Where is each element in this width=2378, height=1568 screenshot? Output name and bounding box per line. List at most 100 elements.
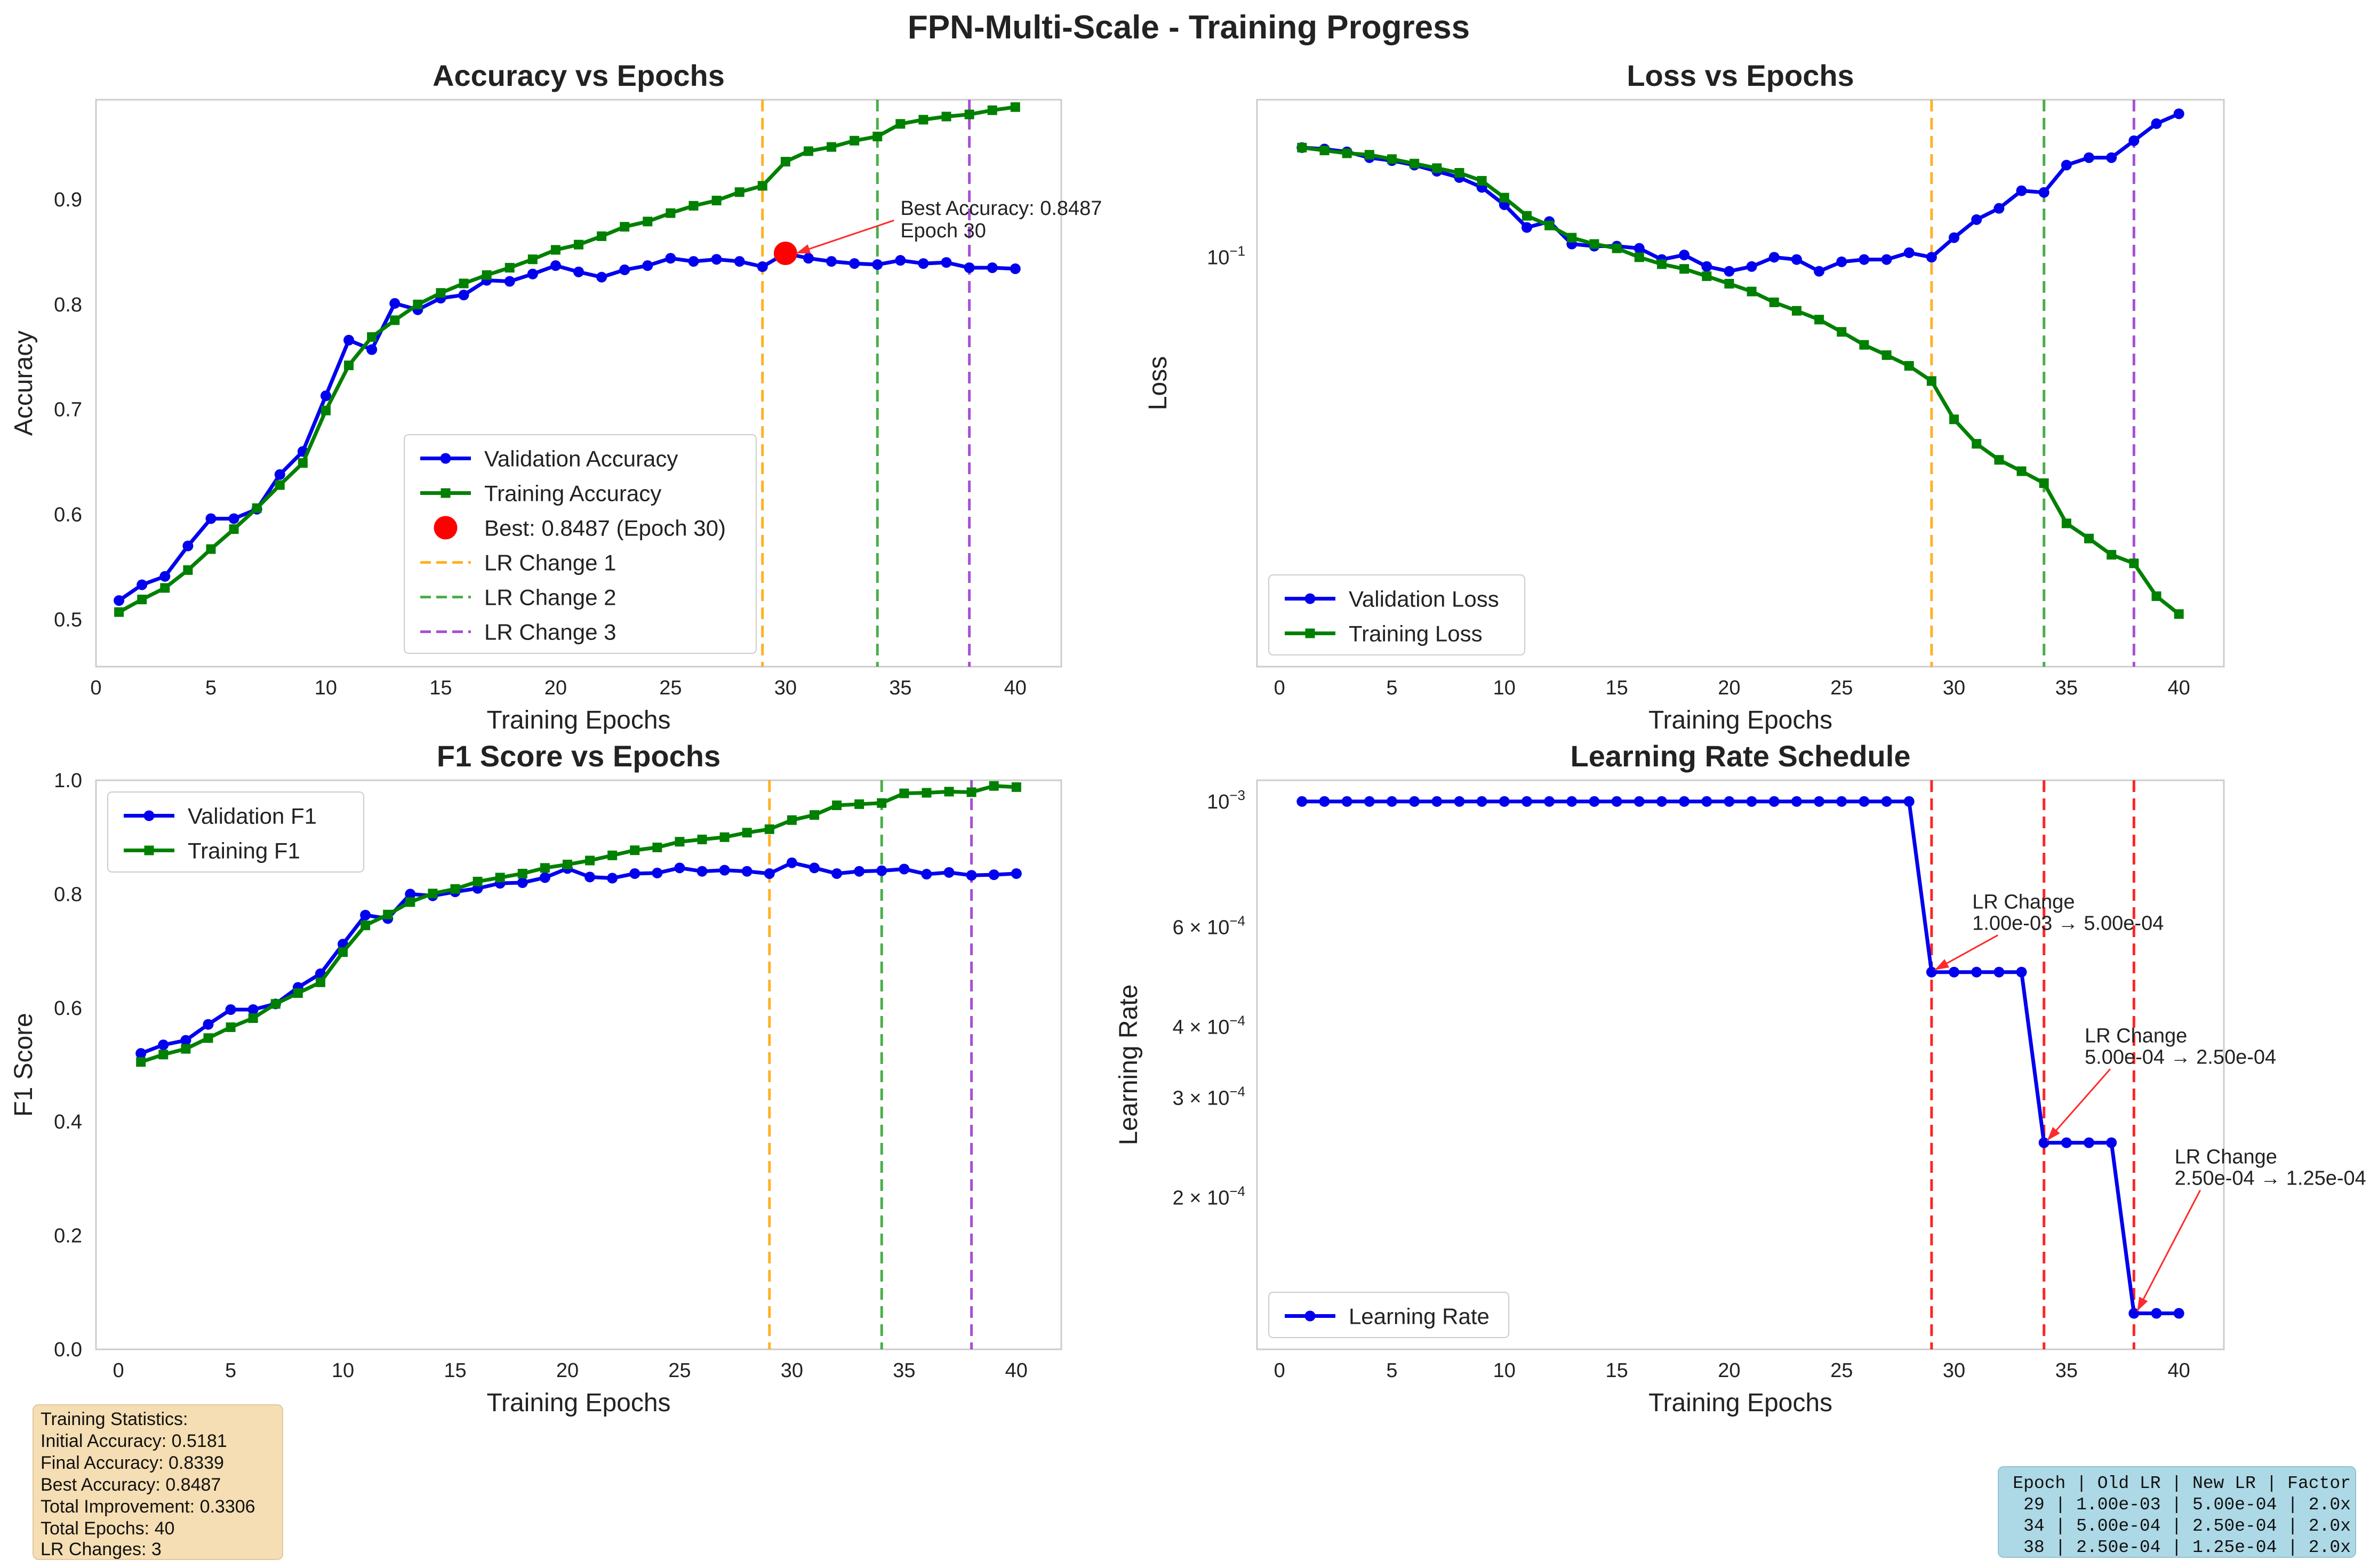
legend-label: Best: 0.8487 (Epoch 30) xyxy=(484,516,726,541)
x-tick-label: 40 xyxy=(1004,677,1027,699)
legend-label: Training Accuracy xyxy=(484,481,661,506)
series-line xyxy=(140,861,1016,1055)
data-point xyxy=(1544,220,1555,230)
data-point xyxy=(1859,254,1870,265)
data-point xyxy=(136,1057,146,1067)
annotation-text: 1.00e-03 → 5.00e-04 xyxy=(1972,912,2164,934)
data-point xyxy=(1011,782,1021,792)
x-tick-label: 15 xyxy=(1605,1359,1628,1382)
data-point xyxy=(1454,796,1465,807)
y-tick-label: 0.8 xyxy=(54,883,82,906)
data-point xyxy=(987,262,998,273)
data-point xyxy=(338,947,348,957)
data-point xyxy=(1499,193,1509,203)
data-point xyxy=(2039,478,2049,488)
data-point xyxy=(226,1022,236,1033)
data-point xyxy=(966,787,976,797)
y-axis-label: Accuracy xyxy=(10,331,38,436)
data-point xyxy=(2016,466,2027,476)
x-tick-label: 25 xyxy=(1830,677,1853,699)
data-point xyxy=(550,260,561,271)
data-point xyxy=(252,503,262,513)
data-point xyxy=(1746,796,1757,807)
legend-label: Training Loss xyxy=(1349,621,1483,646)
data-point xyxy=(643,217,653,227)
stats-line: Total Epochs: 40 xyxy=(41,1518,174,1539)
data-point xyxy=(964,262,975,273)
x-tick-label: 20 xyxy=(545,677,567,699)
legend-label: Validation Accuracy xyxy=(484,446,678,471)
data-point xyxy=(1544,796,1555,807)
series-line xyxy=(1302,799,2179,1316)
data-point xyxy=(550,245,561,255)
data-point xyxy=(459,278,469,289)
data-point xyxy=(1904,361,1914,371)
legend-swatch xyxy=(143,810,155,821)
data-point xyxy=(517,877,528,889)
y-tick-label: 0.5 xyxy=(54,609,82,631)
stats-line: Total Improvement: 0.3306 xyxy=(41,1497,255,1517)
y-tick-label: 3 × 10−4 xyxy=(1173,1083,1245,1109)
data-point xyxy=(741,866,752,877)
data-point xyxy=(527,254,538,265)
best-point-marker xyxy=(773,241,797,265)
chart-title: F1 Score vs Epochs xyxy=(437,739,720,773)
data-point xyxy=(895,119,906,129)
stats-line: LR Changes: 3 xyxy=(41,1539,162,1559)
data-point xyxy=(1589,796,1600,807)
data-point xyxy=(1589,239,1599,249)
data-point xyxy=(1679,250,1690,261)
legend-box xyxy=(404,434,757,654)
data-point xyxy=(941,257,952,268)
data-point xyxy=(620,222,630,232)
data-point xyxy=(1814,796,1825,807)
data-point xyxy=(1656,796,1667,807)
data-point xyxy=(1768,796,1780,807)
data-point xyxy=(1814,266,1825,277)
data-point xyxy=(2106,152,2117,163)
series-line xyxy=(1301,146,2180,616)
data-point xyxy=(540,863,550,873)
data-point xyxy=(203,1019,214,1030)
plot-frame xyxy=(1256,779,2225,1350)
data-point xyxy=(114,595,125,606)
lr-table-header: Epoch | Old LR | New LR | Factor xyxy=(2013,1474,2351,1493)
data-point xyxy=(344,361,354,371)
y-tick-label: 0.9 xyxy=(54,189,82,211)
data-point xyxy=(711,195,722,205)
data-point xyxy=(1634,796,1645,807)
data-point xyxy=(360,909,371,921)
data-point xyxy=(274,469,285,480)
x-tick-label: 0 xyxy=(1274,1359,1285,1382)
x-tick-label: 30 xyxy=(781,1359,803,1382)
data-point xyxy=(183,565,193,575)
data-point xyxy=(428,889,438,899)
data-point xyxy=(298,458,308,468)
x-tick-label: 10 xyxy=(1493,1359,1516,1382)
data-point xyxy=(1993,966,2005,978)
data-point xyxy=(987,105,997,115)
annotation-text: 5.00e-04 → 2.50e-04 xyxy=(2085,1046,2276,1068)
data-point xyxy=(872,259,883,270)
data-point xyxy=(734,187,744,197)
data-point xyxy=(160,583,170,593)
accuracy-chart: 0 5 10 15 20 25 30 35 40 0.5 0.6 0.7 0.8 0.9 Accuracy … xyxy=(10,59,1102,734)
data-point xyxy=(1994,455,2004,465)
data-point xyxy=(495,873,505,883)
data-point xyxy=(1634,252,1644,262)
legend-label: Validation Loss xyxy=(1349,587,1499,612)
data-point xyxy=(1341,796,1352,807)
data-point xyxy=(786,857,797,868)
data-point xyxy=(405,889,416,900)
data-point xyxy=(619,264,630,275)
plot-frame xyxy=(95,779,1062,1350)
legend-swatch xyxy=(440,453,451,464)
data-point xyxy=(826,256,837,267)
data-point xyxy=(2129,558,2139,569)
data-point xyxy=(1701,261,1712,272)
data-point xyxy=(1747,286,1757,297)
data-point xyxy=(450,884,460,894)
lr-table-row: 34 | 5.00e-04 | 2.50e-04 | 2.0x xyxy=(2013,1516,2351,1536)
data-point xyxy=(2128,135,2140,146)
